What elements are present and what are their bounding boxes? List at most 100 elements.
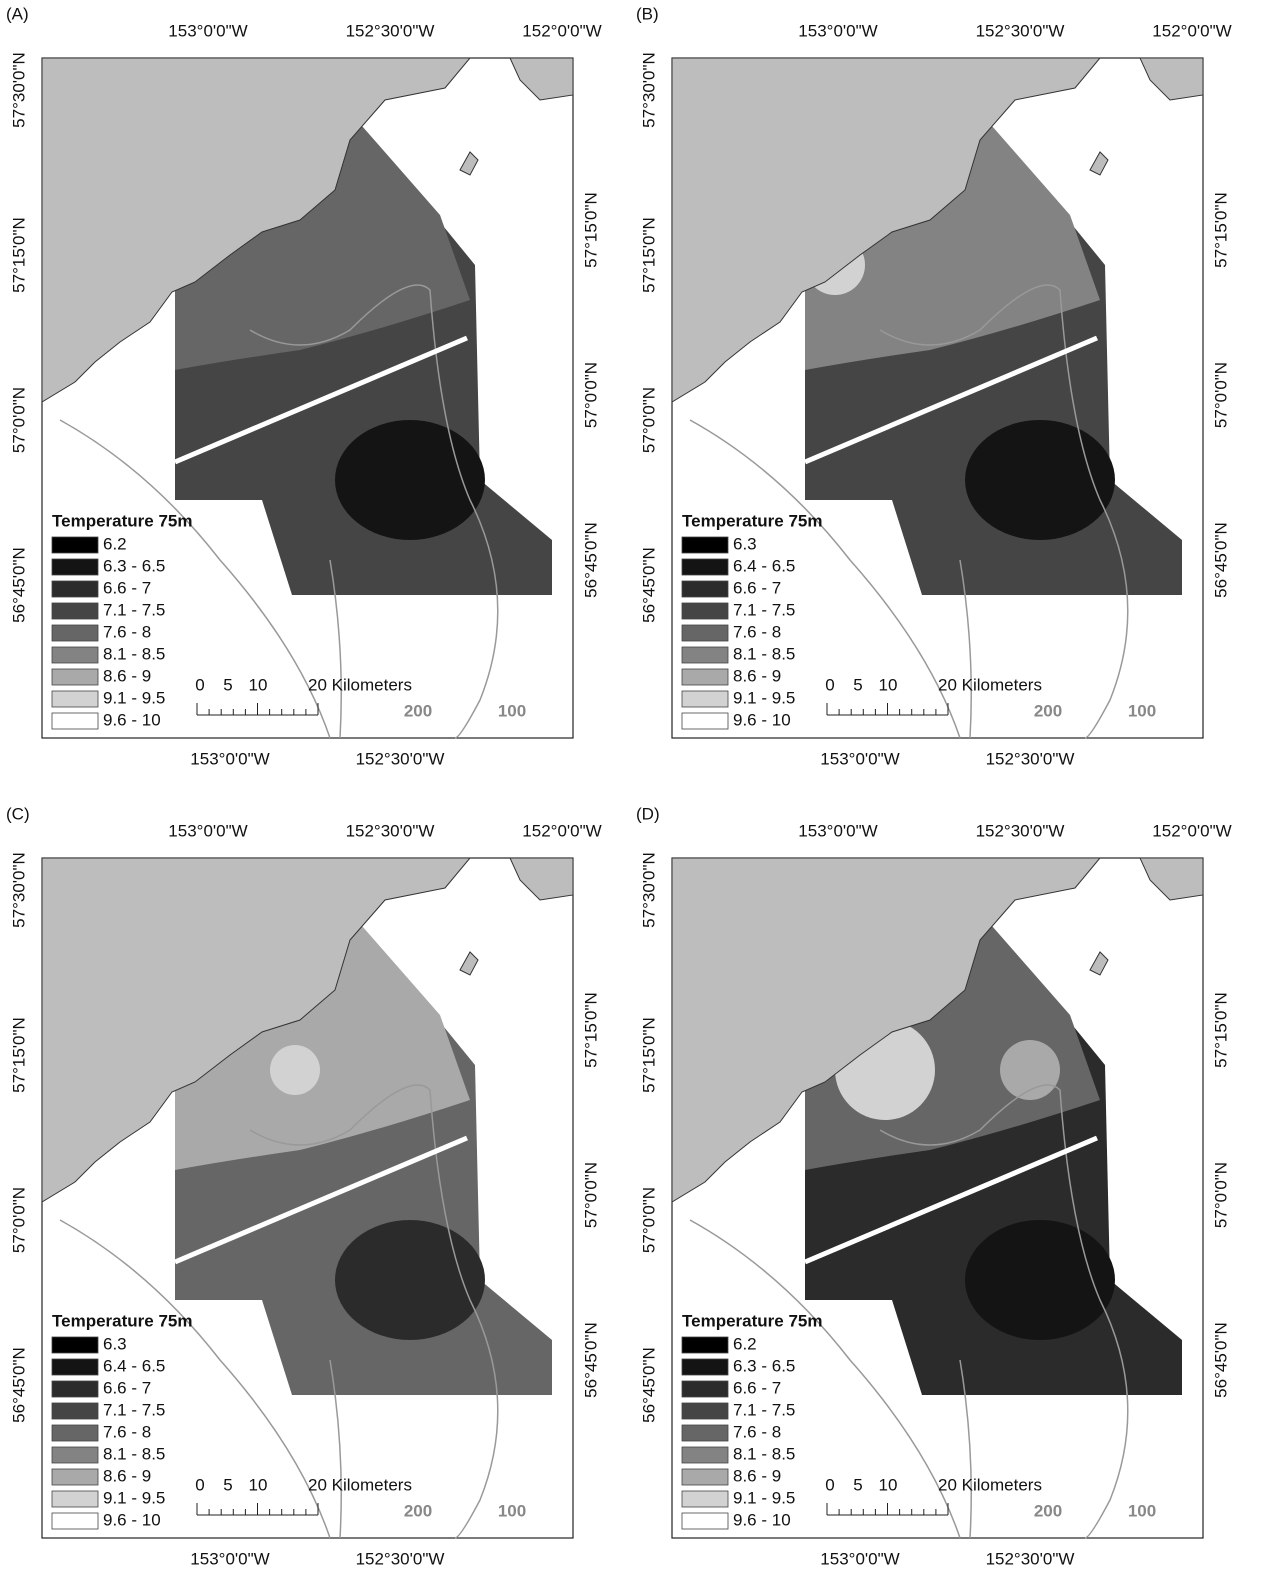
legend-swatch (51, 668, 99, 686)
longitude-label: 152°30'0"W (986, 1549, 1075, 1568)
legend-label: 8.1 - 8.5 (103, 644, 165, 663)
longitude-label: 153°0'0"W (820, 749, 899, 768)
latitude-label: 56°45'0"N (581, 522, 600, 598)
depth-contour (879, 284, 1129, 739)
legend-label: 6.4 - 6.5 (103, 1356, 165, 1375)
island (1089, 151, 1109, 176)
legend-title: Temperature 75m (682, 1311, 822, 1330)
legend-swatch (681, 1446, 729, 1464)
map-panel: (B) 153°0'0"W 152°30'0"W 152°0'0"W 153°0'0"W… (636, 4, 1232, 768)
legend-swatch (51, 1512, 99, 1530)
legend-label: 9.1 - 9.5 (103, 1488, 165, 1507)
island (1089, 951, 1109, 976)
legend-swatch (681, 690, 729, 708)
legend-swatch (51, 558, 99, 576)
longitude-label: 152°30'0"W (976, 21, 1065, 40)
legend-label: 8.6 - 9 (733, 1466, 781, 1485)
latitude-label: 56°45'0"N (639, 1347, 658, 1423)
contour-label: 200 (1034, 1501, 1062, 1520)
latitude-label: 57°15'0"N (581, 992, 600, 1068)
island (459, 151, 479, 176)
cold-zone (965, 1220, 1115, 1340)
scale-label: 10 (249, 675, 268, 694)
latitude-label: 57°0'0"N (9, 1187, 28, 1253)
legend-swatch (681, 1336, 729, 1354)
scale-label: 10 (249, 1475, 268, 1494)
longitude-label: 152°30'0"W (346, 821, 435, 840)
latitude-label: 56°45'0"N (9, 547, 28, 623)
legend-label: 8.1 - 8.5 (733, 644, 795, 663)
latitude-label: 57°30'0"N (639, 52, 658, 128)
legend-swatch (51, 646, 99, 664)
legend-label: 6.4 - 6.5 (733, 556, 795, 575)
depth-contour (329, 559, 342, 739)
legend-swatch (681, 712, 729, 730)
longitude-label: 153°0'0"W (168, 21, 247, 40)
legend-swatch (51, 580, 99, 598)
latitude-label: 57°15'0"N (9, 1017, 28, 1093)
latitude-label: 57°15'0"N (1211, 192, 1230, 268)
legend-label: 7.1 - 7.5 (733, 600, 795, 619)
scale-label: 10 (879, 1475, 898, 1494)
transect-line (804, 335, 1098, 465)
contour-label: 200 (1034, 701, 1062, 720)
legend-swatch (681, 1380, 729, 1398)
legend-label: 7.1 - 7.5 (733, 1400, 795, 1419)
depth-contour (249, 1084, 499, 1539)
legend-label: 7.6 - 8 (733, 1422, 781, 1441)
scale-label: 5 (853, 675, 862, 694)
latitude-label: 57°0'0"N (639, 1187, 658, 1253)
depth-contour (689, 1219, 961, 1539)
longitude-label: 153°0'0"W (798, 21, 877, 40)
transect-line (174, 335, 468, 465)
land (671, 57, 1102, 403)
legend-title: Temperature 75m (52, 511, 192, 530)
legend-swatch (51, 1424, 99, 1442)
longitude-label: 152°0'0"W (1152, 821, 1231, 840)
longitude-label: 152°0'0"W (522, 821, 601, 840)
latitude-label: 57°0'0"N (581, 1162, 600, 1228)
legend-swatch (681, 1468, 729, 1486)
scale-label: 5 (223, 1475, 232, 1494)
latitude-label: 56°45'0"N (1211, 522, 1230, 598)
legend-label: 9.1 - 9.5 (733, 1488, 795, 1507)
legend-label: 8.1 - 8.5 (733, 1444, 795, 1463)
legend-label: 6.2 (103, 534, 127, 553)
latitude-label: 57°15'0"N (639, 217, 658, 293)
legend-label: 6.3 (733, 534, 757, 553)
longitude-label: 152°30'0"W (986, 749, 1075, 768)
longitude-label: 153°0'0"W (190, 1549, 269, 1568)
latitude-label: 57°15'0"N (639, 1017, 658, 1093)
legend-swatch (51, 1490, 99, 1508)
scale-label: 0 (195, 675, 204, 694)
latitude-label: 56°45'0"N (639, 547, 658, 623)
legend-label: 6.6 - 7 (733, 1378, 781, 1397)
latitude-label: 57°0'0"N (1211, 1162, 1230, 1228)
cold-zone (965, 420, 1115, 540)
legend-label: 7.6 - 8 (733, 622, 781, 641)
latitude-label: 57°30'0"N (639, 852, 658, 928)
depth-contour (879, 1084, 1129, 1539)
scale-label: 20 Kilometers (938, 675, 1042, 694)
longitude-label: 153°0'0"W (820, 1549, 899, 1568)
legend-label: 6.6 - 7 (103, 1378, 151, 1397)
legend-title: Temperature 75m (52, 1311, 192, 1330)
legend-label: 8.6 - 9 (103, 1466, 151, 1485)
legend-label: 7.1 - 7.5 (103, 600, 165, 619)
latitude-label: 56°45'0"N (1211, 1322, 1230, 1398)
island (459, 951, 479, 976)
legend-label: 9.6 - 10 (733, 710, 791, 729)
latitude-label: 56°45'0"N (9, 1347, 28, 1423)
legend-label: 9.1 - 9.5 (733, 688, 795, 707)
warm-spot (270, 1045, 320, 1095)
land (1139, 857, 1204, 901)
longitude-label: 152°30'0"W (356, 749, 445, 768)
legend-swatch (681, 536, 729, 554)
map-panel: (C) 153°0'0"W 152°30'0"W 152°0'0"W 153°0'0"W… (6, 804, 602, 1568)
cold-zone (335, 1220, 485, 1340)
panel-label: (D) (636, 804, 660, 823)
panel-label: (A) (6, 4, 29, 23)
legend-swatch (51, 602, 99, 620)
latitude-label: 57°30'0"N (9, 852, 28, 928)
land (1139, 57, 1204, 101)
